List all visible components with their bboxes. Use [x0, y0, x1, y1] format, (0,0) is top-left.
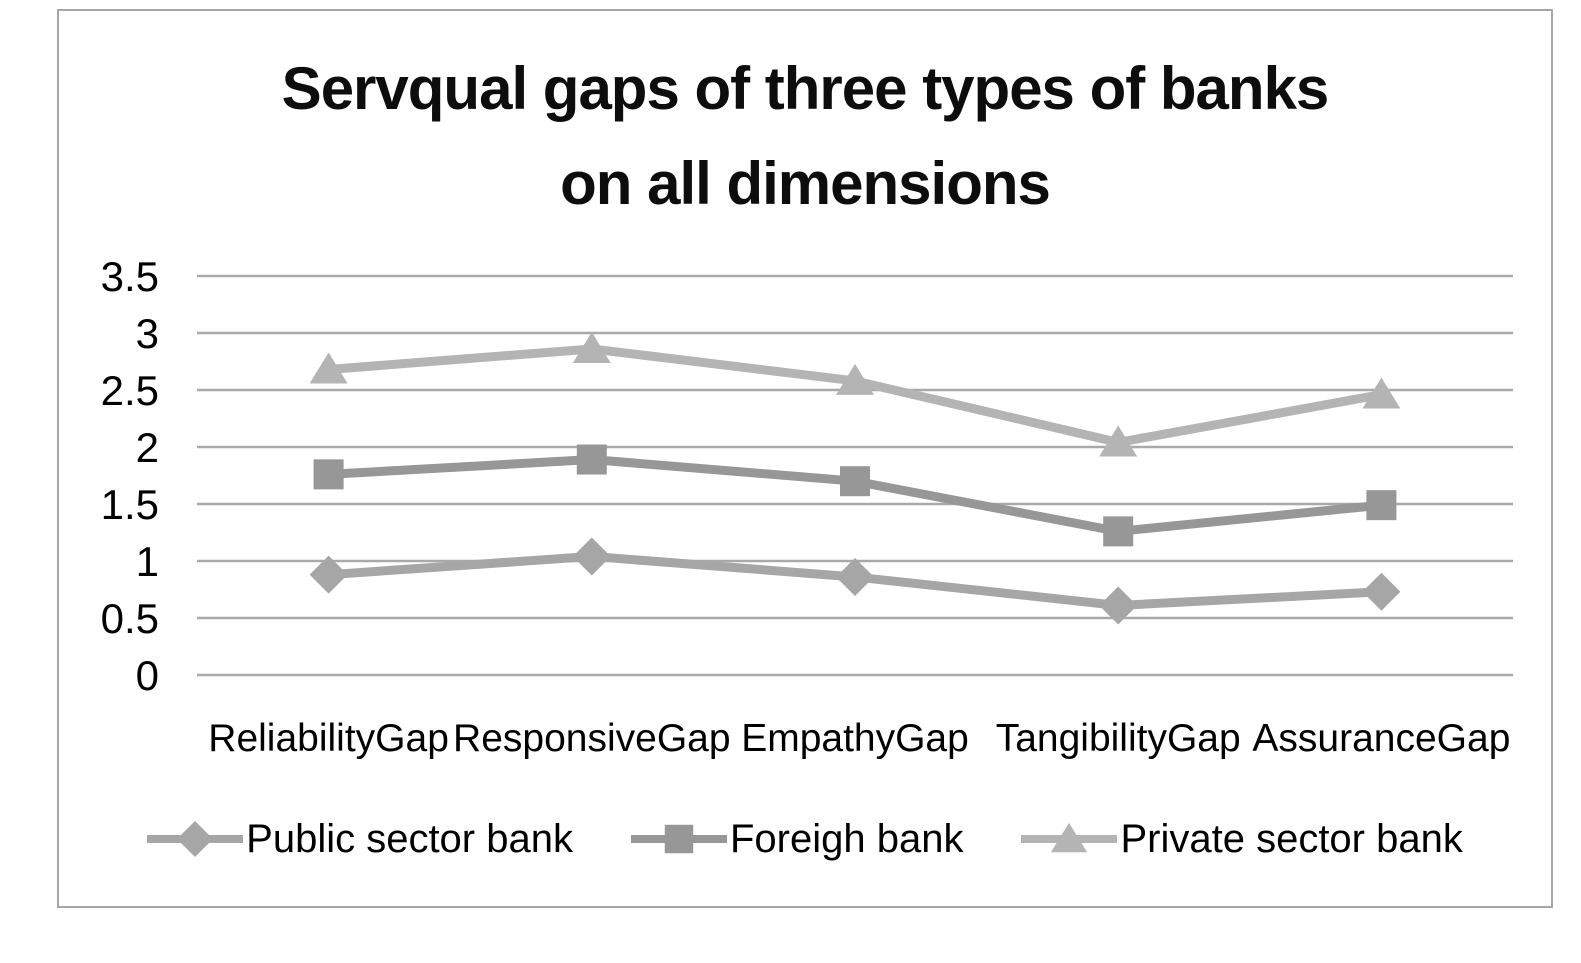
chart-title-line2: on all dimensions: [560, 150, 1051, 217]
chart-title-line1: Servqual gaps of three types of banks: [281, 55, 1330, 122]
series-marker-diamond: [572, 537, 611, 576]
x-category-label: AssuranceGap: [1252, 717, 1510, 760]
diamond-marker-icon: [147, 820, 244, 858]
legend-label-private-sector-bank: Private sector bank: [1120, 816, 1463, 861]
y-tick-label: 1: [136, 538, 159, 585]
series-marker-diamond: [1099, 586, 1138, 625]
series-marker-diamond: [836, 557, 874, 596]
legend-item-foreigh-bank: Foreigh bank: [630, 815, 964, 863]
y-tick-label: 0.5: [101, 595, 159, 642]
legend-marker-triangle: [1051, 822, 1088, 853]
x-category-label: EmpathyGap: [741, 717, 969, 760]
legend-label-public-sector-bank: Public sector bank: [246, 816, 573, 861]
series-marker-square: [840, 466, 870, 497]
series-marker-square: [313, 459, 344, 490]
chart-frame: Servqual gaps of three types of banks on…: [57, 9, 1553, 908]
series-marker-triangle: [836, 363, 874, 395]
series-marker-triangle: [1099, 425, 1138, 457]
series-line: [328, 344, 1383, 448]
series-marker-square: [1366, 490, 1397, 521]
y-tick-label: 3.5: [101, 253, 159, 300]
square-marker-icon: [630, 824, 727, 854]
legend-marker-diamond: [177, 820, 214, 858]
series-marker-diamond: [309, 555, 348, 594]
y-tick-label: 3: [136, 310, 159, 357]
legend-item-public-sector-bank: Public sector bank: [147, 815, 573, 863]
x-category-label: ReliabilityGap: [208, 717, 449, 760]
series-marker-diamond: [1362, 572, 1401, 611]
series-marker-triangle: [572, 331, 611, 363]
y-tick-label: 0: [136, 652, 159, 699]
chart-title: Servqual gaps of three types of banks on…: [59, 41, 1551, 231]
y-tick-label: 1.5: [101, 481, 159, 528]
triangle-marker-icon: [1021, 822, 1118, 853]
legend-item-private-sector-bank: Private sector bank: [1021, 815, 1463, 863]
y-tick-label: 2: [136, 424, 159, 471]
series-marker-triangle: [1362, 377, 1401, 409]
legend: Public sector bank Foreigh bank Private …: [59, 815, 1551, 863]
series-marker-square: [576, 444, 607, 475]
x-category-label: ResponsiveGap: [453, 717, 731, 760]
x-category-label: TangibilityGap: [996, 717, 1241, 760]
legend-marker-square: [664, 824, 694, 854]
y-tick-label: 2.5: [101, 367, 159, 414]
series-marker-square: [1103, 516, 1134, 547]
series-marker-triangle: [309, 352, 348, 384]
plot-area: 0 0.5 1 1.5 2 2.5 3 3.5 ReliabilityGap Responsive…: [101, 253, 1513, 760]
legend-label-foreigh-bank: Foreigh bank: [729, 816, 964, 861]
